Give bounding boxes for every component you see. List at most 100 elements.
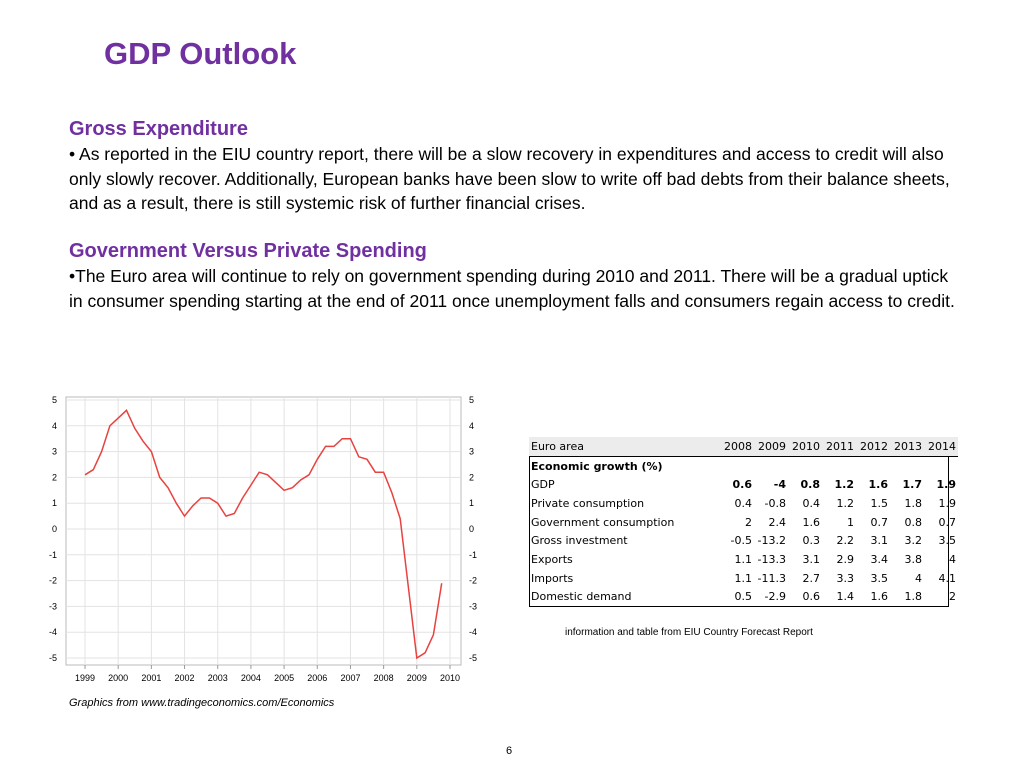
page-number: 6 — [506, 745, 513, 757]
y-tick-label-right: 0 — [469, 524, 474, 534]
year-header: 2014 — [924, 437, 958, 457]
cell: 0.8 — [904, 515, 923, 529]
cell: -4 — [773, 478, 786, 492]
cell: -2.9 — [764, 590, 786, 604]
table-row: Gross investment -0.5 -13.2 0.3 2.2 3.1 … — [529, 531, 958, 550]
gdp-series-line — [84, 409, 443, 660]
x-tick-label: 2006 — [307, 673, 327, 683]
table-row: GDP 0.6 -4 0.8 1.2 1.6 1.7 1.9 — [529, 475, 958, 494]
cell: 1.8 — [904, 496, 923, 510]
cell: 0.7 — [938, 515, 957, 529]
row-label: Exports — [531, 552, 573, 566]
cell: 1.7 — [902, 478, 923, 492]
y-tick-label-left: -5 — [49, 653, 57, 663]
y-tick-label-right: 1 — [469, 498, 474, 508]
y-tick-label-left: -3 — [49, 601, 57, 611]
cell: 1.1 — [734, 552, 753, 566]
cell: -0.8 — [764, 496, 786, 510]
cell: 1.5 — [870, 496, 889, 510]
row-label: Government consumption — [531, 515, 675, 529]
x-tick-label: 2007 — [340, 673, 360, 683]
y-tick-label-right: -1 — [469, 550, 477, 560]
cell: 1.6 — [802, 515, 821, 529]
x-axis: 1999 2000 2001 2002 2003 2004 2005 2006 2007 2008… — [75, 665, 460, 683]
y-tick-label-right: -5 — [469, 653, 477, 663]
section-body: •The Euro area will continue to rely on … — [69, 266, 955, 311]
x-tick-label: 2000 — [108, 673, 128, 683]
cell: 2.4 — [768, 515, 787, 529]
cell: 0.5 — [734, 590, 753, 604]
cell: 1 — [847, 515, 854, 529]
table-corner-label: Euro area — [529, 437, 708, 457]
cell: 0.4 — [802, 496, 821, 510]
table-row: Private consumption 0.4 -0.8 0.4 1.2 1.5… — [529, 494, 958, 513]
cell: 4 — [915, 571, 922, 585]
x-tick-label: 2009 — [407, 673, 427, 683]
row-label: Domestic demand — [531, 590, 632, 604]
cell: 1.6 — [868, 478, 889, 492]
y-axis-left: 5 4 3 2 1 0 -1 -2 -3 -4 -5 — [49, 395, 57, 663]
y-tick-label-right: 3 — [469, 447, 474, 457]
row-label: GDP — [531, 478, 555, 492]
table-section-row: Economic growth (%) — [529, 456, 958, 475]
cell: 1.9 — [938, 496, 957, 510]
x-tick-label: 2004 — [241, 673, 261, 683]
cell: 3.5 — [870, 571, 889, 585]
year-header: 2009 — [754, 437, 788, 457]
y-tick-label-left: -4 — [49, 627, 57, 637]
cell: 1.6 — [870, 590, 889, 604]
y-tick-label-right: 5 — [469, 395, 474, 405]
table-section-label: Economic growth (%) — [531, 459, 663, 473]
cell: 0.6 — [732, 478, 753, 492]
x-tick-label: 2008 — [374, 673, 394, 683]
slide-title: GDP Outlook — [104, 36, 297, 71]
plot-area — [65, 396, 462, 666]
cell: 0.7 — [870, 515, 889, 529]
cell: 3.5 — [938, 534, 957, 548]
section-government-vs-private: Government Versus Private Spending •The … — [69, 238, 959, 313]
cell: 1.9 — [936, 478, 957, 492]
cell: 0.3 — [802, 534, 821, 548]
row-label: Imports — [531, 571, 574, 585]
cell: 2 — [949, 590, 956, 604]
year-header: 2013 — [890, 437, 924, 457]
cell: 3.3 — [836, 571, 855, 585]
cell: 1.4 — [836, 590, 855, 604]
y-tick-label-left: 5 — [52, 395, 57, 405]
y-tick-label-left: 4 — [52, 421, 57, 431]
x-tick-label: 2001 — [141, 673, 161, 683]
cell: -0.5 — [730, 534, 752, 548]
y-tick-label-left: 1 — [52, 498, 57, 508]
section-gross-expenditure: Gross Expenditure • As reported in the E… — [69, 116, 959, 216]
y-axis-right: 5 4 3 2 1 0 -1 -2 -3 -4 -5 — [469, 395, 477, 663]
cell: 2.2 — [836, 534, 855, 548]
x-tick-label: 2005 — [274, 673, 294, 683]
section-heading: Government Versus Private Spending — [69, 240, 427, 262]
cell: 2.9 — [836, 552, 855, 566]
y-tick-label-right: -4 — [469, 627, 477, 637]
grid-lines — [66, 397, 461, 665]
y-tick-label-left: -2 — [49, 576, 57, 586]
x-tick-label: 2010 — [440, 673, 460, 683]
y-tick-label-left: 2 — [52, 472, 57, 482]
year-header: 2012 — [856, 437, 890, 457]
section-heading: Gross Expenditure — [69, 118, 248, 140]
cell: 0.4 — [734, 496, 753, 510]
row-label: Gross investment — [531, 534, 628, 548]
row-label: Private consumption — [531, 496, 645, 510]
table-row: Imports 1.1 -11.3 2.7 3.3 3.5 4 4.1 — [529, 569, 958, 588]
y-tick-label-right: -2 — [469, 576, 477, 586]
gdp-line-chart: 5 4 3 2 1 0 -1 -2 -3 -4 -5 5 4 3 2 1 0 -1 -2 -3 -4 -5 1999 20… — [49, 395, 477, 683]
cell: 3.2 — [904, 534, 923, 548]
table-source-note: information and table from EIU Country F… — [565, 627, 813, 638]
cell: 4.1 — [938, 571, 957, 585]
y-tick-label-left: 3 — [52, 447, 57, 457]
cell: 1.2 — [836, 496, 855, 510]
cell: -13.3 — [757, 552, 786, 566]
cell: 0.6 — [802, 590, 821, 604]
year-header: 2011 — [822, 437, 856, 457]
cell: 3.1 — [802, 552, 821, 566]
cell: 3.1 — [870, 534, 889, 548]
x-tick-label: 2003 — [208, 673, 228, 683]
chart-source-credit: Graphics from www.tradingeconomics.com/E… — [69, 697, 335, 709]
